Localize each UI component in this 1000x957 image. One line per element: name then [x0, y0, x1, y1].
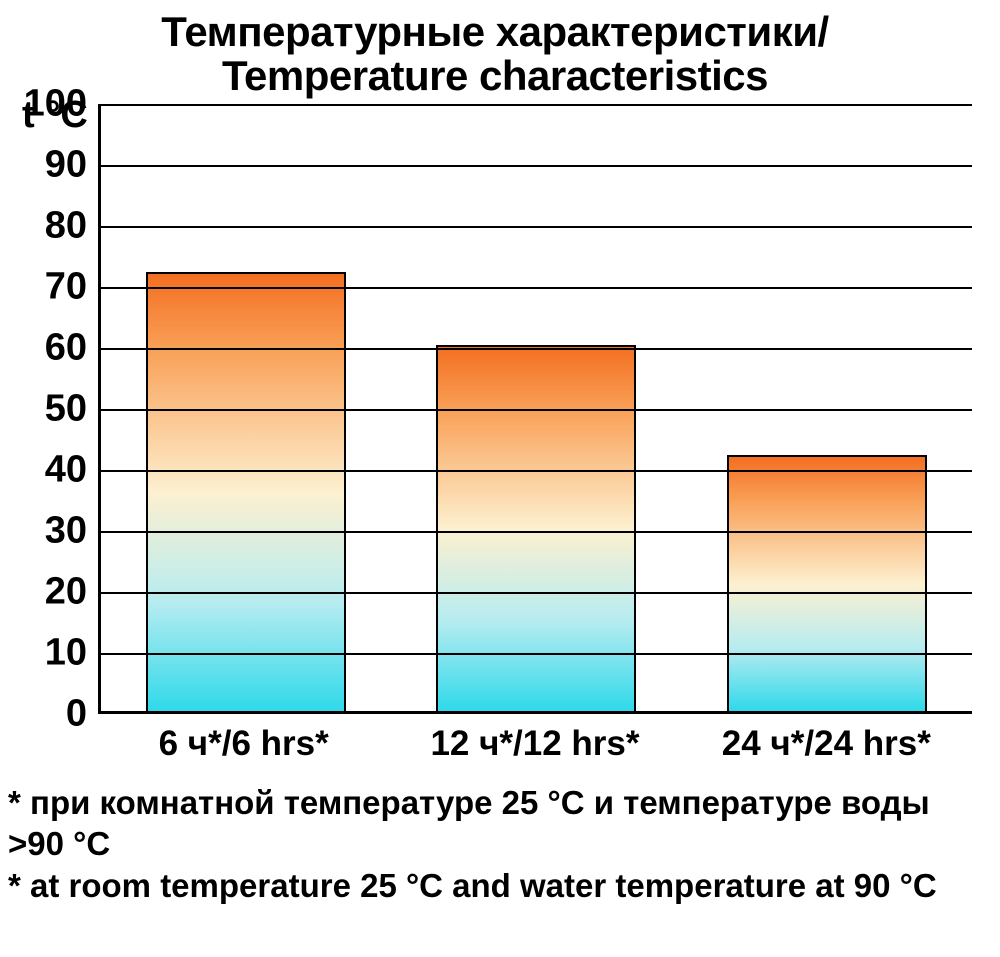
- y-tick-label: 0: [66, 693, 101, 736]
- bar-slot: [682, 104, 972, 711]
- gridline: [101, 653, 972, 655]
- x-axis-label: 6 ч*/6 hrs*: [98, 724, 389, 764]
- gridline: [101, 470, 972, 472]
- gridline: [101, 348, 972, 350]
- gridline: [101, 287, 972, 289]
- gridline: [101, 104, 972, 106]
- bar: [436, 345, 636, 711]
- y-tick-label: 80: [45, 205, 101, 248]
- gridline: [101, 409, 972, 411]
- gridline: [101, 531, 972, 533]
- gridline: [101, 165, 972, 167]
- y-tick-label: 70: [45, 266, 101, 309]
- y-tick-label: 60: [45, 327, 101, 370]
- y-tick-label: 30: [45, 510, 101, 553]
- chart-container: Температурные характеристики/ Temperatur…: [0, 0, 1000, 957]
- y-tick-label: 40: [45, 449, 101, 492]
- bar: [146, 272, 346, 711]
- x-axis-label: 12 ч*/12 hrs*: [389, 724, 680, 764]
- y-tick-label: 10: [45, 632, 101, 675]
- x-axis-label: 24 ч*/24 hrs*: [681, 724, 972, 764]
- y-tick-label: 50: [45, 388, 101, 431]
- plot-area: 0102030405060708090100: [98, 104, 972, 714]
- bars-group: [101, 104, 972, 711]
- chart-title: Температурные характеристики/ Temperatur…: [8, 10, 982, 98]
- y-tick-label: 90: [45, 144, 101, 187]
- bar-slot: [101, 104, 391, 711]
- title-line-2: Temperature characteristics: [222, 52, 768, 99]
- footnote-2: * at room temperature 25 °C and water te…: [8, 865, 982, 906]
- x-axis-labels: 6 ч*/6 hrs*12 ч*/12 hrs*24 ч*/24 hrs*: [98, 724, 972, 764]
- chart-area: 0102030405060708090100: [98, 104, 972, 714]
- y-tick-label: 100: [24, 83, 101, 126]
- gridline: [101, 592, 972, 594]
- y-tick-label: 20: [45, 571, 101, 614]
- bar-slot: [391, 104, 681, 711]
- footnote-1: * при комнатной температуре 25 °С и темп…: [8, 782, 982, 865]
- bar: [727, 455, 927, 711]
- gridline: [101, 226, 972, 228]
- title-line-1: Температурные характеристики/: [161, 8, 828, 55]
- footnotes: * при комнатной температуре 25 °С и темп…: [8, 782, 982, 906]
